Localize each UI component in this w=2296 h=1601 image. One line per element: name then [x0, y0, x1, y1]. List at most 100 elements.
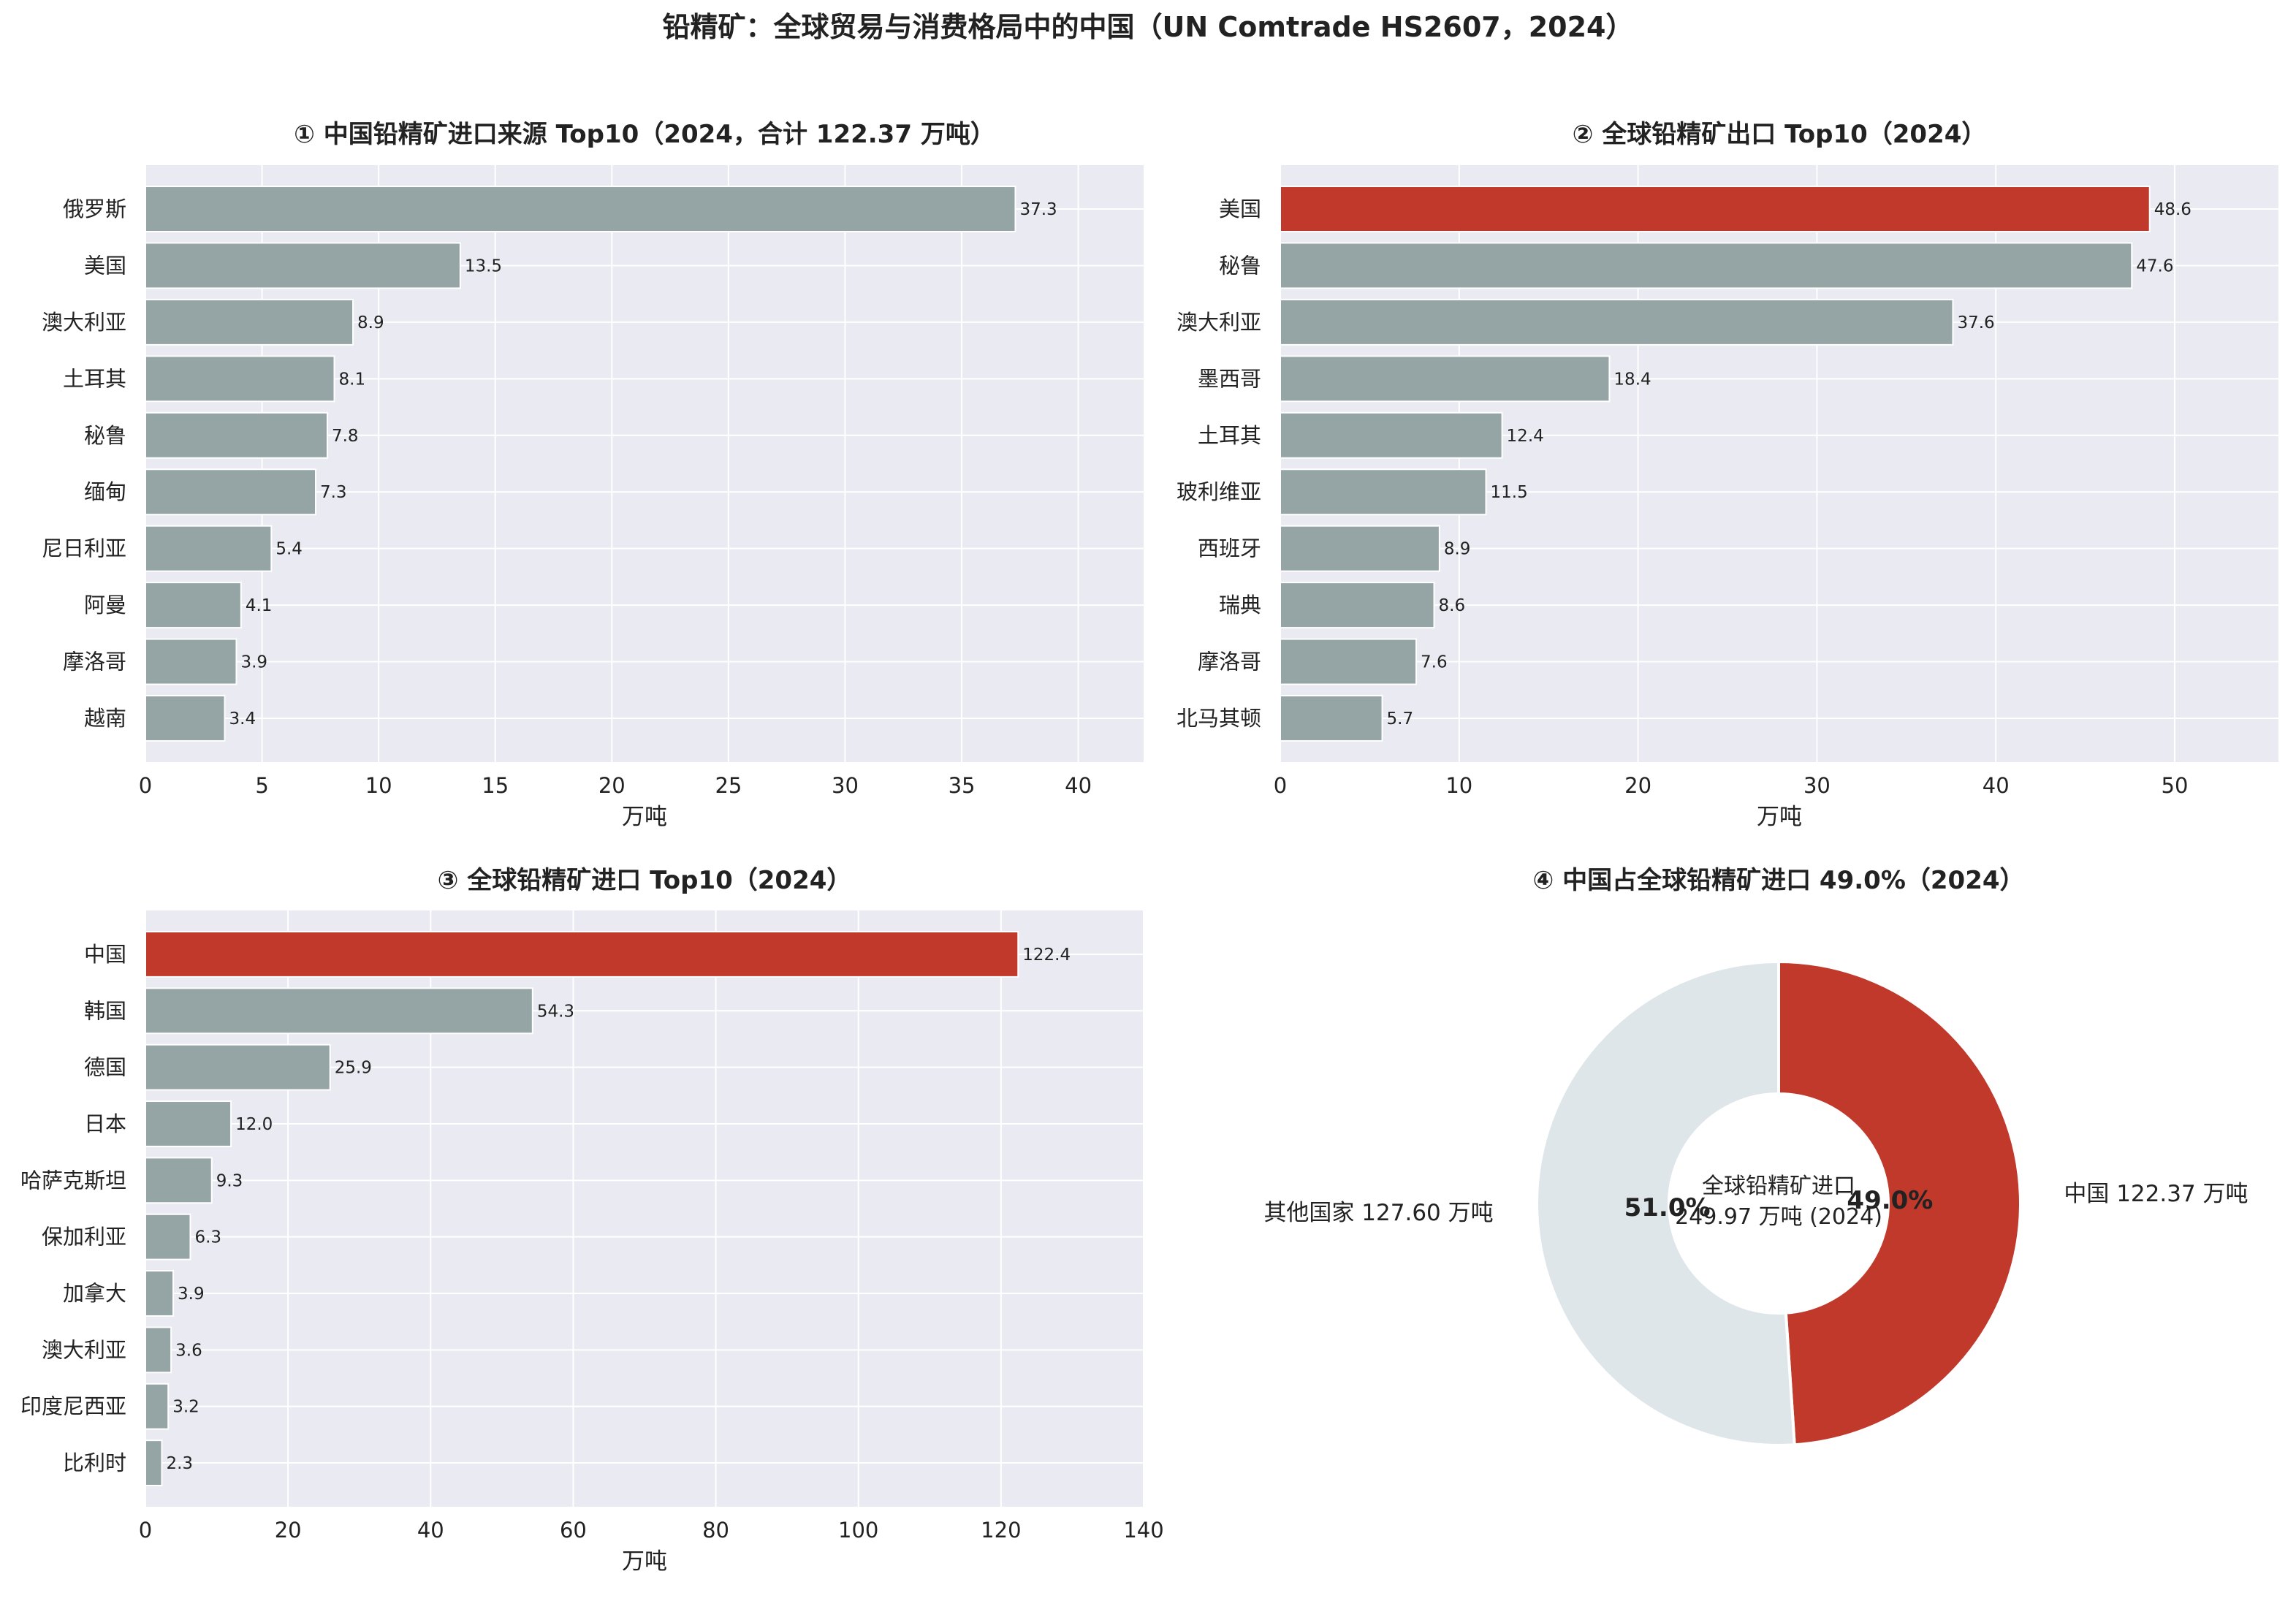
bar — [145, 695, 226, 742]
x-tick-label: 50 — [2162, 773, 2189, 798]
data-label: 7.3 — [320, 483, 347, 502]
category-label: 保加利亚 — [42, 1225, 126, 1250]
panel-title: ② 全球铅精矿出口 Top10（2024） — [1573, 120, 1987, 149]
bar — [145, 987, 533, 1035]
bar — [1280, 695, 1383, 742]
category-label: 澳大利亚 — [1176, 310, 1261, 335]
bar — [145, 1043, 331, 1091]
bar — [1280, 525, 1440, 572]
panel-title: ④ 中国占全球铅精矿进口 49.0%（2024） — [1532, 866, 2024, 895]
donut-slice-others — [1535, 959, 1796, 1447]
x-tick-label: 10 — [365, 773, 392, 798]
data-label: 37.6 — [1957, 313, 1994, 332]
x-tick-label: 40 — [417, 1518, 444, 1543]
data-label: 54.3 — [537, 1002, 574, 1021]
data-label: 12.4 — [1507, 427, 1544, 446]
data-label: 7.6 — [1421, 653, 1448, 672]
bar — [1280, 298, 1954, 346]
data-label: 5.7 — [1387, 710, 1414, 729]
data-label: 3.9 — [178, 1285, 205, 1304]
data-label: 8.6 — [1439, 596, 1466, 615]
bar — [1280, 411, 1503, 459]
x-tick-label: 40 — [1065, 773, 1092, 798]
bar — [145, 1326, 172, 1374]
data-label: 11.5 — [1491, 483, 1528, 502]
x-axis-label: 万吨 — [622, 804, 667, 830]
data-label: 8.1 — [339, 370, 366, 389]
category-label: 阿曼 — [84, 593, 126, 617]
donut-center-text: 249.97 万吨 (2024) — [1675, 1204, 1882, 1230]
category-label: 德国 — [84, 1055, 126, 1080]
slice-percent-label: 51.0% — [1624, 1193, 1711, 1222]
bar — [1280, 242, 2133, 289]
data-label: 13.5 — [465, 256, 502, 275]
bar — [145, 1100, 232, 1147]
x-tick-label: 35 — [949, 773, 976, 798]
category-label: 韩国 — [84, 998, 126, 1023]
data-label: 5.4 — [275, 540, 303, 559]
bar — [145, 468, 316, 516]
category-label: 西班牙 — [1198, 536, 1261, 561]
panel-china-share-donut: ④ 中国占全球铅精矿进口 49.0%（2024） 49.0% 中国 122.37 万… — [1263, 866, 2249, 1447]
category-label: 中国 — [84, 942, 126, 967]
data-label: 8.9 — [1444, 540, 1471, 559]
category-label: 摩洛哥 — [63, 650, 126, 674]
donut-slice-china — [1777, 959, 2023, 1447]
data-label: 48.6 — [2154, 200, 2192, 219]
x-tick-label: 80 — [702, 1518, 729, 1543]
x-tick-label: 10 — [1445, 773, 1472, 798]
x-tick-label: 30 — [832, 773, 859, 798]
category-label: 澳大利亚 — [42, 310, 126, 335]
panel-title: ① 中国铅精矿进口来源 Top10（2024，合计 122.37 万吨） — [294, 120, 995, 149]
x-tick-label: 15 — [482, 773, 509, 798]
bar — [145, 298, 354, 346]
bar — [145, 1440, 163, 1486]
data-label: 3.2 — [172, 1398, 199, 1417]
bar-highlight — [145, 931, 1019, 978]
category-label: 美国 — [84, 253, 126, 278]
bar — [145, 411, 328, 459]
category-label: 美国 — [1219, 197, 1261, 221]
data-label: 8.9 — [357, 313, 384, 332]
data-label: 122.4 — [1022, 946, 1071, 965]
bar — [1280, 638, 1418, 685]
figure-title: 铅精矿：全球贸易与消费格局中的中国（UN Comtrade HS2607，202… — [663, 11, 1634, 43]
donut-center-text: 全球铅精矿进口 — [1702, 1174, 1855, 1199]
data-label: 9.3 — [216, 1171, 243, 1190]
bar — [145, 1383, 170, 1430]
category-label: 日本 — [84, 1111, 126, 1136]
x-tick-label: 100 — [838, 1518, 878, 1543]
category-label: 玻利维亚 — [1176, 479, 1261, 504]
bar — [1280, 582, 1435, 629]
data-label: 3.6 — [175, 1341, 202, 1360]
category-label: 土耳其 — [63, 366, 126, 391]
slice-outer-label: 中国 122.37 万吨 — [2064, 1181, 2248, 1207]
data-label: 6.3 — [194, 1228, 221, 1247]
panel-china-import-sources: ① 中国铅精矿进口来源 Top10（2024，合计 122.37 万吨） 0 5 10… — [42, 120, 1144, 830]
bar — [145, 582, 242, 629]
bar-highlight — [1280, 186, 2151, 232]
bar — [145, 638, 237, 685]
category-label: 墨西哥 — [1198, 366, 1261, 391]
x-tick-label: 0 — [139, 773, 152, 798]
data-label: 37.3 — [1019, 200, 1057, 219]
data-label: 2.3 — [166, 1454, 193, 1473]
category-label: 印度尼西亚 — [20, 1394, 126, 1419]
x-tick-label: 140 — [1123, 1518, 1163, 1543]
data-label: 3.4 — [229, 710, 256, 729]
x-tick-label: 120 — [981, 1518, 1021, 1543]
data-label: 18.4 — [1613, 370, 1651, 389]
data-label: 12.0 — [235, 1115, 273, 1134]
x-axis-label: 万吨 — [622, 1548, 667, 1575]
category-label: 尼日利亚 — [42, 536, 126, 561]
data-label: 3.9 — [240, 653, 267, 672]
category-label: 北马其顿 — [1176, 706, 1261, 731]
category-label: 比利时 — [63, 1450, 126, 1475]
x-tick-label: 25 — [715, 773, 742, 798]
x-tick-label: 60 — [560, 1518, 587, 1543]
panel-global-import-top10: ③ 全球铅精矿进口 Top10（2024） 0 20 40 60 80 100 120 140 万… — [20, 866, 1164, 1575]
slice-percent-label: 49.0% — [1847, 1186, 1933, 1215]
x-tick-label: 0 — [139, 1518, 152, 1543]
data-label: 7.8 — [332, 427, 359, 446]
